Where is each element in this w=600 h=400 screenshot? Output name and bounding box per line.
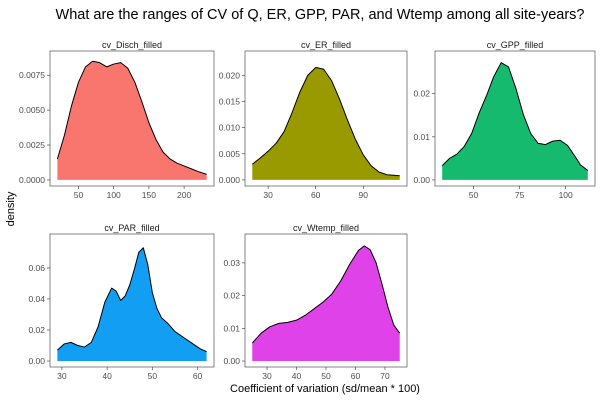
density-area — [57, 247, 207, 362]
x-tick-label: 70 — [380, 371, 390, 381]
y-tick-label: 0.000 — [219, 175, 241, 185]
x-tick-label: 100 — [559, 190, 573, 200]
density-outline — [251, 245, 401, 344]
density-outline — [57, 247, 207, 353]
x-tick-label: 60 — [193, 371, 203, 381]
facet-panel: cv_GPP_filled 0.00 0.01 0.02 50 75 100 — [413, 40, 596, 200]
facet-panels: cv_Disch_filled0.00000.00250.00500.00755… — [19, 40, 596, 381]
y-tick-label: 0.00 — [28, 356, 45, 366]
x-tick-label: 50 — [469, 190, 479, 200]
y-tick-label: 0.03 — [223, 258, 240, 268]
y-tick-label: 0.020 — [219, 70, 241, 80]
density-outline — [56, 60, 207, 175]
x-tick-label: 40 — [292, 371, 302, 381]
x-tick-label: 30 — [263, 190, 273, 200]
y-tick-label: 0.0025 — [19, 140, 45, 150]
density-area — [57, 61, 207, 180]
x-tick-label: 50 — [74, 190, 84, 200]
y-tick-label: 0.0000 — [19, 175, 45, 185]
density-area — [252, 245, 400, 362]
facet-panel: cv_Disch_filled 0.0000 0.0025 0.0050 0.0075 5… — [19, 40, 215, 200]
x-tick-label: 75 — [515, 190, 525, 200]
facet-strip-label: cv_PAR_filled — [104, 223, 159, 233]
facet-strip-label: cv_Disch_filled — [102, 40, 162, 50]
x-tick-label: 100 — [107, 190, 121, 200]
x-axis-title: Coefficient of variation (sd/mean * 100) — [230, 383, 420, 395]
y-tick-label: 0.04 — [28, 294, 45, 304]
density-area — [252, 67, 400, 180]
y-tick-label: 0.005 — [219, 149, 241, 159]
density-outline — [251, 67, 400, 177]
y-tick-label: 0.02 — [28, 325, 45, 335]
x-tick-label: 200 — [177, 190, 191, 200]
x-tick-label: 30 — [262, 371, 272, 381]
y-tick-label: 0.010 — [219, 123, 241, 133]
facet-strip-label: cv_Wtemp_filled — [293, 223, 359, 233]
y-tick-label: 0.0050 — [19, 105, 45, 115]
x-tick-label: 40 — [102, 371, 112, 381]
y-tick-label: 0.00 — [413, 175, 430, 185]
facet-strip-label: cv_ER_filled — [301, 40, 351, 50]
y-axis-title: density — [5, 191, 17, 226]
x-tick-label: 60 — [311, 190, 321, 200]
facet-panel: cv_PAR_filled 0.00 0.02 0.04 0.06 30 40 50 60 — [28, 223, 215, 381]
x-tick-label: 90 — [359, 190, 369, 200]
x-tick-label: 50 — [148, 371, 158, 381]
x-tick-label: 60 — [351, 371, 361, 381]
y-tick-label: 0.02 — [223, 291, 240, 301]
facet-panel: cv_ER_filled 0.000 0.005 0.010 0.015 0.020 30 6… — [219, 40, 408, 200]
density-outline — [441, 62, 589, 171]
y-tick-label: 0.00 — [223, 356, 240, 366]
x-tick-label: 50 — [321, 371, 331, 381]
chart-title: What are the ranges of CV of Q, ER, GPP,… — [56, 7, 585, 23]
y-tick-label: 0.01 — [223, 323, 240, 333]
y-tick-label: 0.02 — [413, 89, 430, 99]
facet-strip-label: cv_GPP_filled — [487, 40, 544, 50]
x-tick-label: 150 — [142, 190, 156, 200]
facet-panel: cv_Wtemp_filled 0.00 0.01 0.02 0.03 30 40 50 60 7… — [223, 223, 408, 381]
x-tick-label: 30 — [57, 371, 67, 381]
y-tick-label: 0.01 — [413, 132, 430, 142]
y-tick-label: 0.0075 — [19, 70, 45, 80]
density-area — [442, 62, 588, 180]
y-tick-label: 0.06 — [28, 263, 45, 273]
y-tick-label: 0.015 — [219, 97, 241, 107]
